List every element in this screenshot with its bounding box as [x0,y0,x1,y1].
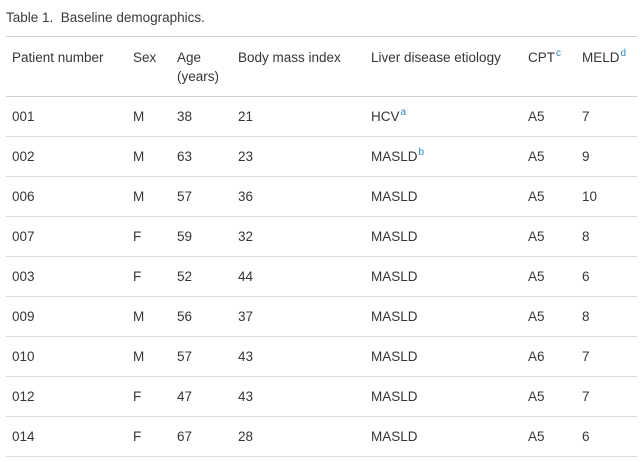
cell-patient-number: 014 [12,429,35,444]
cell-age: 38 [177,109,193,124]
footnote-ref-b[interactable]: b [418,146,425,158]
cell-bmi: 21 [238,109,254,124]
cell-sex: M [133,189,145,204]
cell-cpt: A5 [528,429,545,444]
cell-bmi: 28 [238,429,254,444]
cell-cpt: A5 [528,309,545,324]
cell-age: 57 [177,189,193,204]
cell-bmi: 37 [238,309,254,324]
cell-patient-number: 010 [12,349,35,364]
cell-meld: 7 [582,389,590,404]
cell-patient-number: 007 [12,229,35,244]
col-header-patient-number: Patient number [12,50,104,65]
cell-etiology: MASLD [371,389,418,404]
cell-meld: 6 [582,429,590,444]
cell-age: 63 [177,149,193,164]
cell-patient-number: 006 [12,189,35,204]
cell-age: 57 [177,349,193,364]
footnote-ref-c[interactable]: c [556,47,561,59]
cell-age: 56 [177,309,193,324]
footnote-ref-a[interactable]: a [400,106,407,118]
cell-age: 67 [177,429,193,444]
cell-patient-number: 009 [12,309,35,324]
cell-patient-number: 001 [12,109,35,124]
cell-meld: 10 [582,189,598,204]
table-row: 003 F 52 44 MASLD A5 6 [6,257,637,297]
cell-sex: M [133,309,145,324]
table-row: 001 M 38 21 HCVa A5 7 [6,97,637,137]
cell-sex: F [133,389,142,404]
cell-meld: 7 [582,349,590,364]
col-header-sex: Sex [133,50,157,65]
cell-etiology: HCVa [371,106,407,124]
cell-etiology: MASLDb [371,146,425,164]
table-row: 007 F 59 32 MASLD A5 8 [6,217,637,257]
cell-sex: F [133,229,142,244]
cell-patient-number: 002 [12,149,35,164]
table-caption: Table 1. Baseline demographics. [6,10,205,25]
cell-meld: 9 [582,149,590,164]
cell-sex: F [133,269,142,284]
cell-cpt: A5 [528,269,545,284]
cell-cpt: A6 [528,349,545,364]
cell-meld: 6 [582,269,590,284]
footnote-ref-d[interactable]: d [620,47,627,59]
cell-age: 59 [177,229,193,244]
cell-bmi: 43 [238,389,254,404]
col-header-age: Age (years) [177,50,220,84]
table-row: 002 M 63 23 MASLDb A5 9 [6,137,637,177]
cell-cpt: A5 [528,189,545,204]
col-header-bmi: Body mass index [238,50,341,65]
cell-bmi: 23 [238,149,254,164]
cell-etiology: MASLD [371,349,418,364]
cell-etiology: MASLD [371,309,418,324]
cell-meld: 8 [582,309,590,324]
cell-bmi: 32 [238,229,254,244]
table-row: 009 M 56 37 MASLD A5 8 [6,297,637,337]
cell-cpt: A5 [528,389,545,404]
col-header-etiology: Liver disease etiology [371,50,501,65]
cell-sex: M [133,149,145,164]
cell-age: 52 [177,269,193,284]
cell-patient-number: 003 [12,269,35,284]
table-row: 012 F 47 43 MASLD A5 7 [6,377,637,417]
cell-patient-number: 012 [12,389,35,404]
cell-cpt: A5 [528,149,545,164]
cell-bmi: 43 [238,349,254,364]
cell-etiology: MASLD [371,229,418,244]
baseline-demographics-table: Patient number Sex Age (years) Body mass … [6,36,637,457]
cell-sex: M [133,349,145,364]
cell-sex: M [133,109,145,124]
table-row: 006 M 57 36 MASLD A5 10 [6,177,637,217]
col-header-cpt: CPTc [528,47,561,65]
cell-cpt: A5 [528,229,545,244]
cell-bmi: 36 [238,189,254,204]
cell-etiology: MASLD [371,429,418,444]
cell-sex: F [133,429,142,444]
cell-meld: 7 [582,109,590,124]
cell-age: 47 [177,389,193,404]
table-row: 010 M 57 43 MASLD A6 7 [6,337,637,377]
cell-etiology: MASLD [371,269,418,284]
header-row: Patient number Sex Age (years) Body mass … [6,36,637,97]
cell-bmi: 44 [238,269,254,284]
col-header-meld: MELDd [582,47,627,65]
cell-cpt: A5 [528,109,545,124]
cell-meld: 8 [582,229,590,244]
table-row: 014 F 67 28 MASLD A5 6 [6,417,637,457]
cell-etiology: MASLD [371,189,418,204]
